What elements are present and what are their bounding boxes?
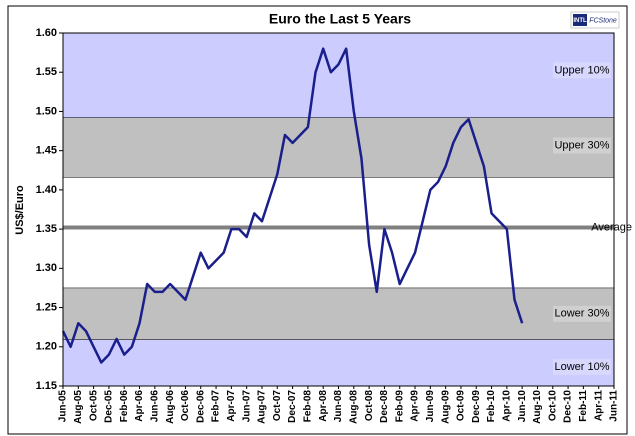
band <box>62 339 615 387</box>
x-tick-label: Apr-09 <box>410 390 421 422</box>
x-tick-label: Apr-10 <box>502 390 513 422</box>
x-tick-label: Oct-09 <box>456 390 467 422</box>
y-tick-label: 1.35 <box>36 223 57 235</box>
band-label: Upper 30% <box>554 139 609 151</box>
band-label-box <box>553 137 611 154</box>
logo-text: FCStone <box>589 17 617 24</box>
x-tick-label: Aug-07 <box>257 390 268 424</box>
x-tick-label: Feb-11 <box>578 390 589 422</box>
y-tick-label: 1.15 <box>36 380 57 392</box>
x-tick-label: Aug-09 <box>440 390 451 424</box>
x-tick-label: Jun-08 <box>333 390 344 423</box>
x-tick-label: Jun-10 <box>517 390 528 423</box>
band-label-box <box>553 62 611 79</box>
series-line <box>61 47 524 364</box>
x-tick-label: Oct-05 <box>88 390 99 422</box>
x-tick-label: Feb-07 <box>211 390 222 423</box>
x-tick-label: Jun-07 <box>241 390 252 423</box>
x-tick-label: Apr-07 <box>226 390 237 422</box>
x-tick-label: Oct-06 <box>180 390 191 422</box>
x-tick-label: Feb-09 <box>394 390 405 423</box>
y-tick-label: 1.55 <box>36 66 57 78</box>
x-tick-label: Dec-06 <box>195 390 206 423</box>
x-tick-label: Dec-05 <box>104 390 115 423</box>
x-tick-label: Oct-07 <box>272 390 283 422</box>
y-tick-label: 1.45 <box>36 145 57 157</box>
x-tick-label: Aug-08 <box>348 390 359 424</box>
band <box>62 287 615 340</box>
average-label: Average <box>591 221 632 233</box>
x-tick-label: Apr-08 <box>318 390 329 422</box>
x-tick-label: Apr-06 <box>134 390 145 422</box>
x-tick-label: Oct-10 <box>547 390 558 422</box>
x-tick-label: Jun-11 <box>609 390 620 422</box>
x-tick-label: Dec-07 <box>287 390 298 423</box>
x-tick-label: Apr-11 <box>593 390 604 422</box>
y-tick-label: 1.60 <box>36 27 57 39</box>
x-tick-label: Oct-08 <box>364 390 375 422</box>
band-label: Lower 10% <box>554 361 609 373</box>
y-tick-label: 1.40 <box>36 184 57 196</box>
band-label-box <box>553 358 611 375</box>
x-tick-label: Jun-06 <box>149 390 160 423</box>
y-tick-label: 1.25 <box>36 301 57 313</box>
band-label-box <box>553 305 611 322</box>
x-tick-label: Aug-06 <box>165 390 176 424</box>
logo-mark-box <box>573 14 587 26</box>
logo-mark: INTL <box>573 18 587 24</box>
x-tick-label: Feb-10 <box>486 390 497 423</box>
y-axis-label: US$/Euro <box>14 185 26 235</box>
band <box>62 117 615 178</box>
band <box>62 32 615 118</box>
y-tick-label: 1.20 <box>36 341 57 353</box>
x-tick-label: Dec-08 <box>379 390 390 423</box>
y-tick-label: 1.50 <box>36 105 57 117</box>
x-tick-label: Feb-08 <box>303 390 314 423</box>
x-tick-label: Aug-05 <box>73 390 84 424</box>
band-label: Upper 10% <box>554 64 609 76</box>
plot-border <box>62 32 615 387</box>
x-tick-label: Aug-10 <box>532 390 543 424</box>
x-tick-label: Jun-09 <box>425 390 436 423</box>
band-label: Lower 30% <box>554 308 609 320</box>
chart-title: Euro the Last 5 Years <box>269 11 411 27</box>
x-tick-label: Feb-06 <box>119 390 130 423</box>
y-tick-label: 1.30 <box>36 262 57 274</box>
x-tick-label: Jun-05 <box>58 390 69 423</box>
x-tick-label: Dec-09 <box>471 390 482 423</box>
x-tick-label: Dec-10 <box>563 390 574 423</box>
